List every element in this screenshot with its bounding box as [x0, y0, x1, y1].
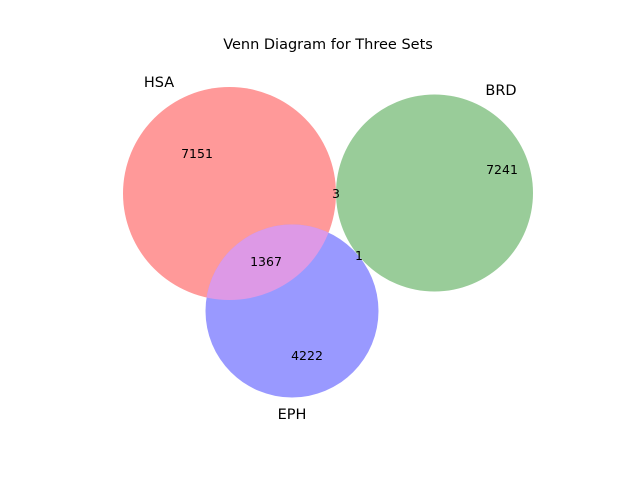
set-label-brd: BRD: [485, 83, 516, 99]
region-brd-only: 7241: [486, 162, 518, 177]
diagram-title: Venn Diagram for Three Sets: [223, 37, 433, 53]
region-eph-only: 4222: [291, 348, 323, 363]
set-label-eph: EPH: [278, 407, 307, 423]
region-brd-eph: 1: [355, 248, 363, 263]
region-hsa-eph: 1367: [250, 254, 282, 269]
set-label-hsa: HSA: [144, 75, 174, 91]
region-hsa-only: 7151: [181, 146, 213, 161]
region-hsa-brd: 3: [332, 186, 340, 201]
circle-brd: [336, 94, 533, 292]
